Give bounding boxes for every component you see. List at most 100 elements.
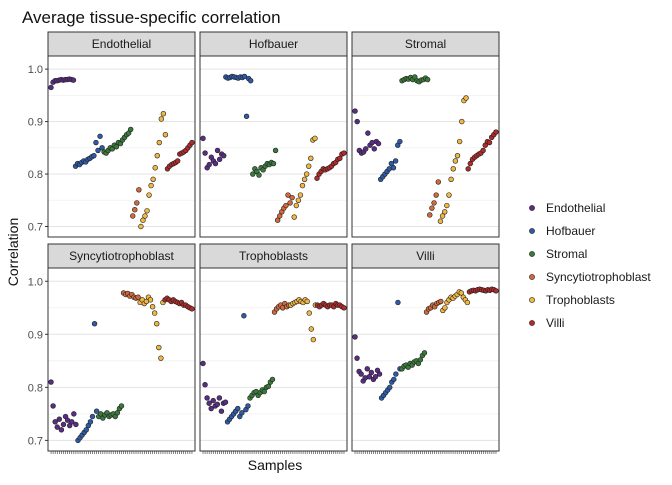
data-point — [56, 416, 63, 422]
data-point — [136, 187, 142, 193]
data-point — [452, 158, 459, 164]
data-point — [464, 299, 471, 306]
data-point — [189, 139, 195, 146]
facet-strip — [199, 243, 348, 269]
data-point — [214, 147, 221, 154]
facet-strip — [199, 31, 348, 57]
data-point — [458, 290, 464, 296]
legend-label: Hofbauer — [546, 224, 595, 238]
data-point — [71, 411, 77, 417]
data-point — [480, 147, 486, 154]
data-point — [352, 334, 358, 340]
data-point — [91, 152, 97, 159]
panel-border — [351, 267, 500, 452]
data-point — [391, 376, 397, 383]
facet-strip-label: Syncytiotrophoblast — [69, 249, 174, 263]
data-point — [299, 182, 306, 189]
legend-item: Endothelial — [529, 201, 605, 215]
data-point — [147, 297, 154, 303]
data-point — [189, 306, 195, 312]
data-point — [261, 388, 268, 395]
data-point — [134, 200, 140, 206]
panel-border — [199, 55, 348, 238]
legend: Endothelial Hofbauer Stromal Syncytiotropho… — [529, 201, 651, 330]
plot-background — [48, 56, 195, 237]
data-point — [206, 161, 212, 168]
data-point — [154, 321, 160, 327]
y-tick-label: 1.0 — [28, 64, 43, 76]
y-tick-label: 0.7 — [28, 222, 43, 234]
panel-border — [351, 55, 500, 238]
data-point — [149, 304, 156, 310]
data-point — [463, 95, 469, 101]
data-point — [421, 350, 428, 356]
data-point — [140, 217, 146, 223]
legend-label: Villi — [546, 316, 564, 330]
data-point — [365, 130, 371, 136]
data-point — [151, 310, 158, 316]
data-point — [73, 421, 79, 428]
data-point — [118, 403, 125, 409]
data-point — [283, 202, 289, 209]
data-point — [132, 207, 138, 213]
data-point — [130, 213, 136, 219]
data-point — [216, 156, 223, 163]
data-point — [93, 408, 100, 414]
panel-border — [47, 55, 196, 238]
data-point — [438, 298, 444, 305]
data-point — [60, 421, 67, 428]
data-point — [314, 175, 320, 181]
y-tick-label: 1.0 — [28, 276, 43, 288]
data-point — [239, 410, 245, 416]
facet-strip-label: Trophoblasts — [239, 249, 308, 263]
legend-marker — [529, 297, 535, 303]
data-point — [277, 213, 283, 219]
data-point — [174, 158, 181, 164]
facet-strip — [351, 243, 500, 269]
facet-strip — [47, 31, 196, 57]
facet-panel: Stromal — [351, 31, 500, 238]
data-point — [446, 192, 452, 198]
data-point — [54, 424, 60, 430]
facet-strip-label: Villi — [416, 249, 434, 263]
data-point — [113, 144, 120, 150]
data-point — [444, 202, 450, 209]
data-point — [48, 84, 54, 91]
data-point — [429, 205, 435, 211]
data-point — [97, 133, 103, 139]
data-point — [372, 374, 379, 380]
data-point — [52, 419, 58, 425]
data-point — [363, 146, 369, 152]
data-point — [243, 113, 250, 120]
facet-strip — [47, 243, 196, 269]
data-point — [308, 326, 314, 332]
data-point — [306, 163, 312, 169]
data-point — [301, 176, 308, 182]
data-point — [306, 310, 312, 316]
data-point — [160, 111, 167, 117]
data-point — [442, 209, 448, 215]
data-point — [354, 355, 360, 361]
data-point — [435, 179, 442, 185]
data-point — [146, 192, 152, 198]
data-point — [269, 376, 276, 383]
data-point — [376, 371, 383, 377]
data-point — [162, 132, 169, 138]
data-point — [486, 139, 493, 146]
data-point — [368, 369, 375, 376]
legend-item: Trophoblasts — [529, 293, 615, 307]
data-point — [148, 182, 154, 189]
data-point — [58, 427, 65, 433]
data-point — [235, 405, 241, 412]
data-point — [138, 223, 144, 230]
data-point — [202, 150, 208, 156]
data-point — [375, 140, 382, 147]
data-point — [397, 138, 403, 145]
data-point — [371, 146, 377, 152]
data-point — [450, 166, 456, 172]
facet-strip — [351, 31, 500, 57]
data-point — [395, 299, 401, 306]
data-point — [156, 139, 162, 146]
